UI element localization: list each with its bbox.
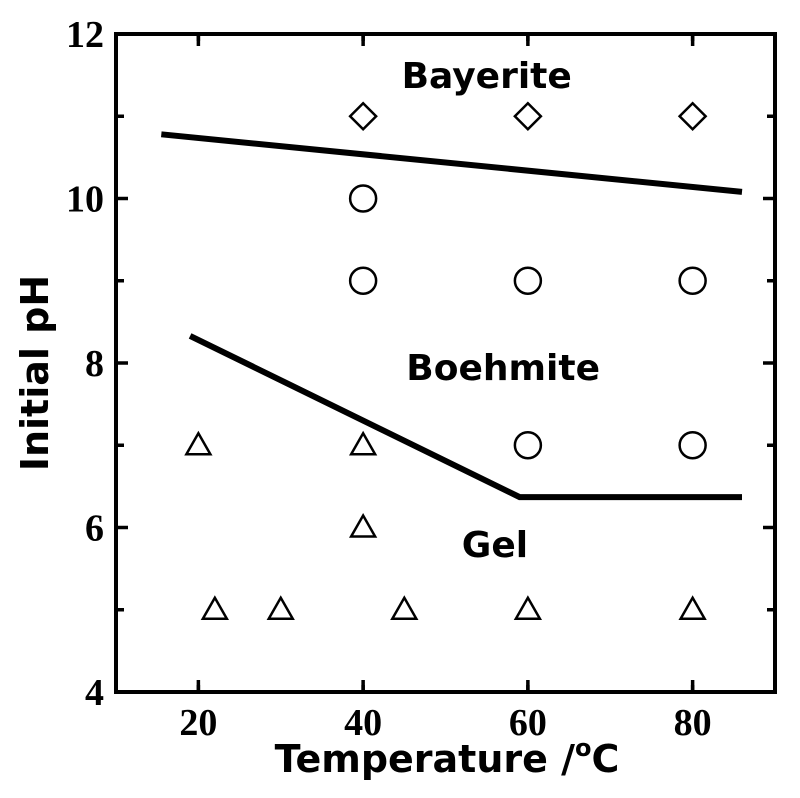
triangle-marker bbox=[513, 595, 543, 620]
region-label-gel: Gel bbox=[462, 525, 528, 566]
y-tick-label: 4 bbox=[85, 672, 104, 714]
x-tick-label: 20 bbox=[179, 702, 217, 744]
x-axis-title-text: Temperature / bbox=[275, 737, 576, 781]
circle-marker bbox=[678, 431, 707, 460]
x-axis-title-sup: o bbox=[575, 734, 592, 762]
circle-marker bbox=[513, 431, 543, 460]
region-label-bayerite: Bayerite bbox=[402, 56, 572, 97]
y-tick-label: 10 bbox=[66, 179, 104, 221]
diamond-marker bbox=[513, 101, 543, 132]
triangle-marker bbox=[678, 595, 707, 620]
data-markers bbox=[184, 101, 708, 620]
circle-marker bbox=[513, 266, 543, 295]
circle-marker bbox=[678, 266, 707, 295]
y-tick-label: 6 bbox=[85, 508, 104, 550]
x-tick-label: 60 bbox=[509, 702, 547, 744]
x-axis-title: Temperature /oC bbox=[275, 734, 620, 781]
diamond-marker bbox=[348, 101, 378, 132]
y-tick-label: 12 bbox=[66, 14, 104, 56]
triangle-marker bbox=[200, 595, 230, 620]
region-labels: Bayerite Boehmite Gel bbox=[402, 56, 600, 566]
plot-frame bbox=[114, 32, 777, 694]
phase-boundary-line bbox=[188, 333, 742, 501]
region-label-boehmite: Boehmite bbox=[406, 348, 600, 389]
circle-marker bbox=[348, 184, 378, 213]
circle-marker bbox=[348, 266, 378, 295]
triangle-marker bbox=[390, 595, 419, 620]
triangle-marker bbox=[184, 430, 213, 456]
triangle-marker bbox=[348, 512, 378, 538]
x-tick-label: 40 bbox=[344, 702, 382, 744]
y-axis-title: Initial pH bbox=[13, 275, 57, 471]
triangle-marker bbox=[348, 430, 378, 456]
triangle-marker bbox=[266, 595, 295, 620]
diamond-marker bbox=[677, 101, 708, 132]
y-tick-label: 8 bbox=[85, 343, 104, 385]
phase-boundary-line bbox=[161, 131, 743, 195]
phase-boundaries bbox=[161, 131, 743, 501]
x-axis-title-unit: C bbox=[592, 737, 620, 781]
axis-ticks: 20 40 60 80 4 6 8 10 12 bbox=[66, 14, 775, 744]
x-tick-label: 80 bbox=[674, 702, 712, 744]
